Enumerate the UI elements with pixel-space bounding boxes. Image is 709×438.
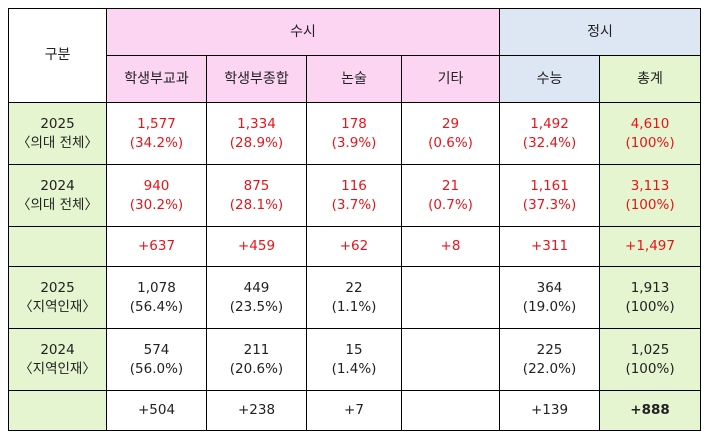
diff-cell: +311 [499, 226, 601, 267]
header-category: 구분 [8, 8, 107, 103]
table-cell: 875 (28.1%) [206, 164, 307, 227]
row-label: 2024 〈의대 전체〉 [8, 164, 107, 227]
diff-cell-total: +888 [599, 390, 702, 431]
table-cell: 116 (3.7%) [306, 164, 402, 227]
table-cell: 21 (0.7%) [400, 164, 501, 227]
table-cell [400, 328, 501, 391]
table-cell: 1,492 (32.4%) [499, 102, 601, 165]
col-header: 논술 [306, 55, 402, 103]
diff-cell: +7 [306, 390, 402, 431]
table-cell: 1,078 (56.4%) [106, 266, 207, 329]
diff-cell: +62 [306, 226, 402, 267]
table-cell: 22 (1.1%) [306, 266, 402, 329]
table-cell: 449 (23.5%) [206, 266, 307, 329]
table-cell-total: 3,113 (100%) [599, 164, 702, 227]
table-row-diff: +637 +459 +62 +8 +311 +1,497 [8, 226, 702, 267]
table-row: 2025 〈지역인재〉 1,078 (56.4%) 449 (23.5%) 22 (1.… [8, 266, 702, 329]
diff-cell: +139 [499, 390, 601, 431]
table-cell-total: 4,610 (100%) [599, 102, 702, 165]
col-header: 수능 [499, 55, 601, 103]
diff-cell: +238 [206, 390, 307, 431]
table-row: 2024 〈지역인재〉 574 (56.0%) 211 (20.6%) 15 (1.4%… [8, 328, 702, 391]
diff-cell: +459 [206, 226, 307, 267]
table-cell: 364 (19.0%) [499, 266, 601, 329]
header-jeongsi: 정시 [499, 8, 702, 56]
row-label: 2024 〈지역인재〉 [8, 328, 107, 391]
admissions-table: 구분 수시 정시 학생부교과 학생부종합 논술 기타 수능 총계 2025 〈의대… [8, 8, 702, 431]
table-row: 2024 〈의대 전체〉 940 (30.2%) 875 (28.1%) 116 (3.… [8, 164, 702, 227]
row-label: 2025 〈지역인재〉 [8, 266, 107, 329]
row-label: 2025 〈의대 전체〉 [8, 102, 107, 165]
table-row: 2025 〈의대 전체〉 1,577 (34.2%) 1,334 (28.9%) 17… [8, 102, 702, 165]
col-header: 기타 [400, 55, 501, 103]
table-cell [400, 266, 501, 329]
diff-cell [400, 390, 501, 431]
table-cell: 1,161 (37.3%) [499, 164, 601, 227]
table-cell: 178 (3.9%) [306, 102, 402, 165]
table-cell: 1,334 (28.9%) [206, 102, 307, 165]
table-cell: 29 (0.6%) [400, 102, 501, 165]
row-label-empty [8, 390, 107, 431]
table-cell: 574 (56.0%) [106, 328, 207, 391]
table-row-diff: +504 +238 +7 +139 +888 [8, 390, 702, 431]
table-cell: 1,577 (34.2%) [106, 102, 207, 165]
col-header: 학생부교과 [106, 55, 207, 103]
col-header: 총계 [599, 55, 702, 103]
diff-cell: +8 [400, 226, 501, 267]
col-header: 학생부종합 [206, 55, 307, 103]
table-cell-total: 1,025 (100%) [599, 328, 702, 391]
diff-cell: +504 [106, 390, 207, 431]
table-cell: 940 (30.2%) [106, 164, 207, 227]
diff-cell-total: +1,497 [599, 226, 702, 267]
table-cell: 15 (1.4%) [306, 328, 402, 391]
table-cell: 225 (22.0%) [499, 328, 601, 391]
table-cell: 211 (20.6%) [206, 328, 307, 391]
table-cell-total: 1,913 (100%) [599, 266, 702, 329]
row-label-empty [8, 226, 107, 267]
header-susi: 수시 [105, 8, 501, 56]
diff-cell: +637 [106, 226, 207, 267]
